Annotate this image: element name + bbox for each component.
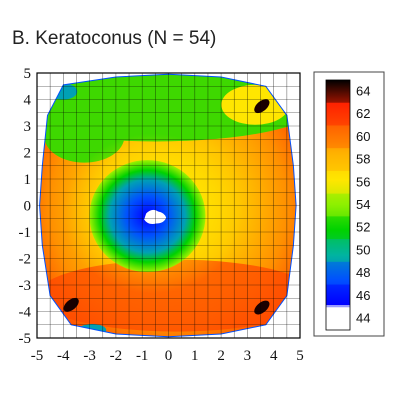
colorbar-label: 50 xyxy=(356,242,370,257)
x-tick-label: -5 xyxy=(31,348,44,364)
x-tick-label: 4 xyxy=(270,348,278,364)
y-tick-labels: 5 4 3 2 1 0 -1 -2 -3 -4 -5 xyxy=(19,66,32,347)
x-tick-label: -2 xyxy=(110,348,123,364)
corner-peak-inferior-temporal xyxy=(63,297,79,312)
y-tick-label: 2 xyxy=(24,146,32,162)
x-tick-label: -3 xyxy=(83,348,96,364)
edge-patch-inferior-temporal xyxy=(78,324,107,337)
colorbar-label: 64 xyxy=(356,83,370,98)
colorbar-label: 60 xyxy=(356,129,370,144)
y-tick-label: 0 xyxy=(24,199,32,215)
x-tick-label: 3 xyxy=(244,348,252,364)
x-tick-label: -4 xyxy=(57,348,70,364)
y-tick-label: 1 xyxy=(24,172,32,188)
colorbar-label: 44 xyxy=(356,311,370,326)
corner-peak-superior-nasal xyxy=(254,99,270,114)
colorbar-border xyxy=(325,79,351,331)
colorbar-label: 52 xyxy=(356,220,370,235)
y-tick-label: -1 xyxy=(19,225,32,241)
colorbar-label: 56 xyxy=(356,174,370,189)
colorbar-label: 48 xyxy=(356,265,370,280)
colorbar-label: 62 xyxy=(356,106,370,121)
plot-frame xyxy=(36,72,301,339)
x-tick-label: 2 xyxy=(217,348,225,364)
y-tick-label: 4 xyxy=(24,93,32,109)
chart-title: B. Keratoconus (N = 54) xyxy=(12,28,217,49)
y-tick-label: 5 xyxy=(24,66,32,82)
y-tick-label: -4 xyxy=(19,305,32,321)
colorbar-label: 58 xyxy=(356,152,370,167)
y-tick-label: -3 xyxy=(19,278,32,294)
colorbar-gradient xyxy=(326,80,350,330)
x-tick-label: 5 xyxy=(296,348,304,364)
x-tick-label: 0 xyxy=(165,348,173,364)
x-tick-label: 1 xyxy=(191,348,199,364)
corner-peak-inferior-nasal xyxy=(254,300,270,315)
colorbar-label: 54 xyxy=(356,197,370,212)
grid-lines xyxy=(37,73,300,338)
y-tick-label: 3 xyxy=(24,119,32,135)
y-tick-label: -5 xyxy=(19,331,32,347)
x-tick-labels: -5 -4 -3 -2 -1 0 1 2 3 4 5 xyxy=(31,348,304,364)
y-tick-label: -2 xyxy=(19,252,32,268)
x-tick-label: -1 xyxy=(136,348,149,364)
colorbar: 64 62 60 58 56 54 52 50 48 46 44 xyxy=(313,71,385,337)
colorbar-label: 46 xyxy=(356,288,370,303)
